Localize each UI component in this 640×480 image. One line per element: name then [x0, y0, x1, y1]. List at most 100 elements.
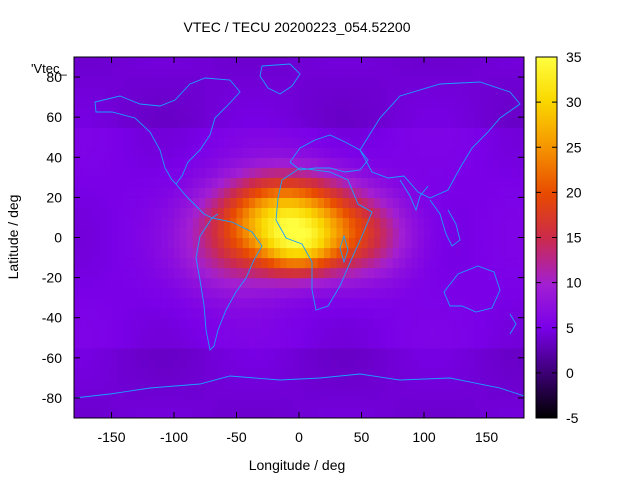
- heatmap-cell: [392, 107, 400, 118]
- heatmap-cell: [317, 127, 325, 138]
- heatmap-cell: [374, 227, 381, 239]
- heatmap-cell: [436, 57, 444, 68]
- y-tick-label: 80: [46, 69, 62, 85]
- heatmap-cell: [230, 147, 238, 158]
- heatmap-cell: [499, 187, 506, 198]
- heatmap-cell: [124, 367, 131, 379]
- heatmap-cell: [511, 177, 519, 188]
- heatmap-cell: [142, 277, 150, 289]
- heatmap-cell: [411, 287, 419, 299]
- heatmap-cell: [292, 187, 300, 198]
- heatmap-cell: [411, 77, 419, 88]
- heatmap-cell: [336, 247, 344, 259]
- heatmap-cell: [367, 267, 375, 279]
- x-tick-label: 50: [354, 429, 370, 445]
- heatmap-cell: [136, 227, 144, 239]
- heatmap-cell: [105, 187, 113, 198]
- heatmap-cell: [367, 367, 375, 379]
- heatmap-cell: [286, 407, 294, 418]
- heatmap-cell: [486, 177, 494, 188]
- heatmap-cell: [486, 147, 494, 158]
- heatmap-cell: [86, 317, 94, 329]
- heatmap-cell: [392, 67, 400, 78]
- heatmap-cell: [336, 167, 344, 178]
- heatmap-cell: [455, 177, 463, 188]
- heatmap-cell: [492, 57, 500, 68]
- heatmap-cell: [474, 117, 481, 128]
- heatmap-cell: [305, 367, 313, 379]
- heatmap-cell: [324, 217, 331, 229]
- heatmap-cell: [442, 287, 450, 299]
- heatmap-cell: [499, 77, 506, 88]
- heatmap-cell: [305, 67, 313, 78]
- heatmap-cell: [255, 147, 263, 158]
- heatmap-cell: [124, 297, 131, 309]
- heatmap-cell: [161, 347, 169, 359]
- heatmap-cell: [99, 97, 106, 108]
- heatmap-cell: [105, 247, 113, 259]
- heatmap-cell: [505, 117, 513, 128]
- heatmap-cell: [517, 307, 524, 319]
- heatmap-cell: [442, 117, 450, 128]
- heatmap-cell: [99, 387, 106, 399]
- heatmap-cell: [142, 327, 150, 339]
- heatmap-cell: [236, 307, 244, 319]
- heatmap-cell: [155, 367, 163, 379]
- heatmap-cell: [449, 287, 456, 299]
- heatmap-cell: [174, 187, 181, 198]
- heatmap-cell: [299, 117, 306, 128]
- x-tick-label: -150: [97, 429, 125, 445]
- heatmap-cell: [442, 257, 450, 269]
- heatmap-cell: [205, 277, 213, 289]
- heatmap-cell: [424, 397, 431, 409]
- heatmap-cell: [317, 397, 325, 409]
- heatmap-cell: [311, 107, 319, 118]
- heatmap-cell: [105, 307, 113, 319]
- heatmap-cell: [442, 97, 450, 108]
- heatmap-cell: [149, 337, 156, 349]
- heatmap-cell: [274, 167, 281, 178]
- heatmap-cell: [74, 407, 81, 418]
- heatmap-cell: [186, 187, 194, 198]
- heatmap-cell: [461, 387, 469, 399]
- heatmap-cell: [517, 257, 524, 269]
- heatmap-cell: [517, 327, 524, 339]
- heatmap-cell: [324, 177, 331, 188]
- heatmap-cell: [292, 237, 300, 249]
- heatmap-cell: [130, 397, 138, 409]
- heatmap-cell: [224, 317, 231, 329]
- heatmap-cell: [511, 207, 519, 219]
- heatmap-cell: [92, 247, 100, 259]
- heatmap-cell: [124, 327, 131, 339]
- heatmap-cell: [311, 157, 319, 168]
- heatmap-cell: [324, 297, 331, 309]
- heatmap-cell: [186, 107, 194, 118]
- heatmap-cell: [499, 397, 506, 409]
- heatmap-cell: [255, 357, 263, 369]
- heatmap-cell: [424, 257, 431, 269]
- heatmap-cell: [267, 317, 275, 329]
- heatmap-cell: [430, 347, 438, 359]
- heatmap-cell: [411, 347, 419, 359]
- heatmap-cell: [80, 397, 88, 409]
- heatmap-cell: [74, 177, 81, 188]
- heatmap-cell: [499, 127, 506, 138]
- heatmap-cell: [361, 87, 369, 98]
- heatmap-cell: [105, 227, 113, 239]
- heatmap-cell: [117, 77, 125, 88]
- heatmap-cell: [355, 227, 363, 239]
- heatmap-cell: [267, 137, 275, 148]
- heatmap-cell: [117, 407, 125, 418]
- heatmap-cell: [186, 257, 194, 269]
- heatmap-cell: [167, 347, 175, 359]
- heatmap-cell: [161, 407, 169, 418]
- heatmap-cell: [417, 117, 425, 128]
- heatmap-cell: [405, 107, 413, 118]
- heatmap-cell: [480, 347, 488, 359]
- heatmap-cell: [305, 107, 313, 118]
- heatmap-cell: [436, 177, 444, 188]
- heatmap-cell: [74, 77, 81, 88]
- heatmap-cell: [105, 57, 113, 68]
- heatmap-cell: [455, 297, 463, 309]
- heatmap-cell: [130, 317, 138, 329]
